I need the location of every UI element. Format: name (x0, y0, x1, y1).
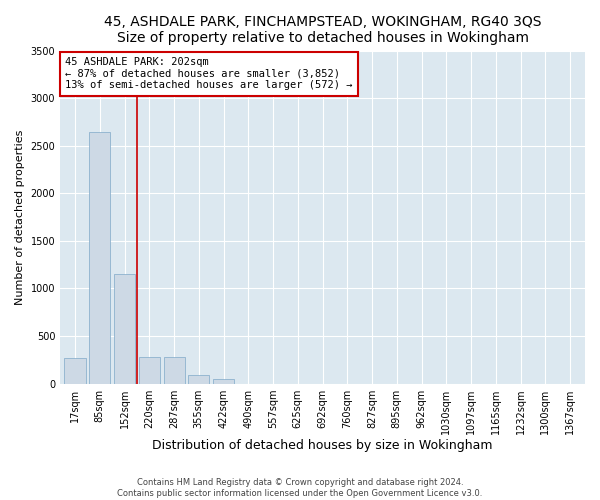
Bar (114, 274, 135, 384)
Bar (213, 379, 234, 384)
Bar (164, 357, 185, 384)
X-axis label: Distribution of detached houses by size in Wokingham: Distribution of detached houses by size … (152, 440, 493, 452)
Text: 45 ASHDALE PARK: 202sqm
← 87% of detached houses are smaller (3,852)
13% of semi: 45 ASHDALE PARK: 202sqm ← 87% of detache… (65, 57, 353, 90)
Bar (64, 358, 86, 384)
Text: Contains HM Land Registry data © Crown copyright and database right 2024.
Contai: Contains HM Land Registry data © Crown c… (118, 478, 482, 498)
Title: 45, ASHDALE PARK, FINCHAMPSTEAD, WOKINGHAM, RG40 3QS
Size of property relative t: 45, ASHDALE PARK, FINCHAMPSTEAD, WOKINGH… (104, 15, 541, 45)
Y-axis label: Number of detached properties: Number of detached properties (15, 130, 25, 304)
Bar (188, 375, 209, 384)
Bar (139, 357, 160, 384)
Bar (89, 132, 110, 384)
